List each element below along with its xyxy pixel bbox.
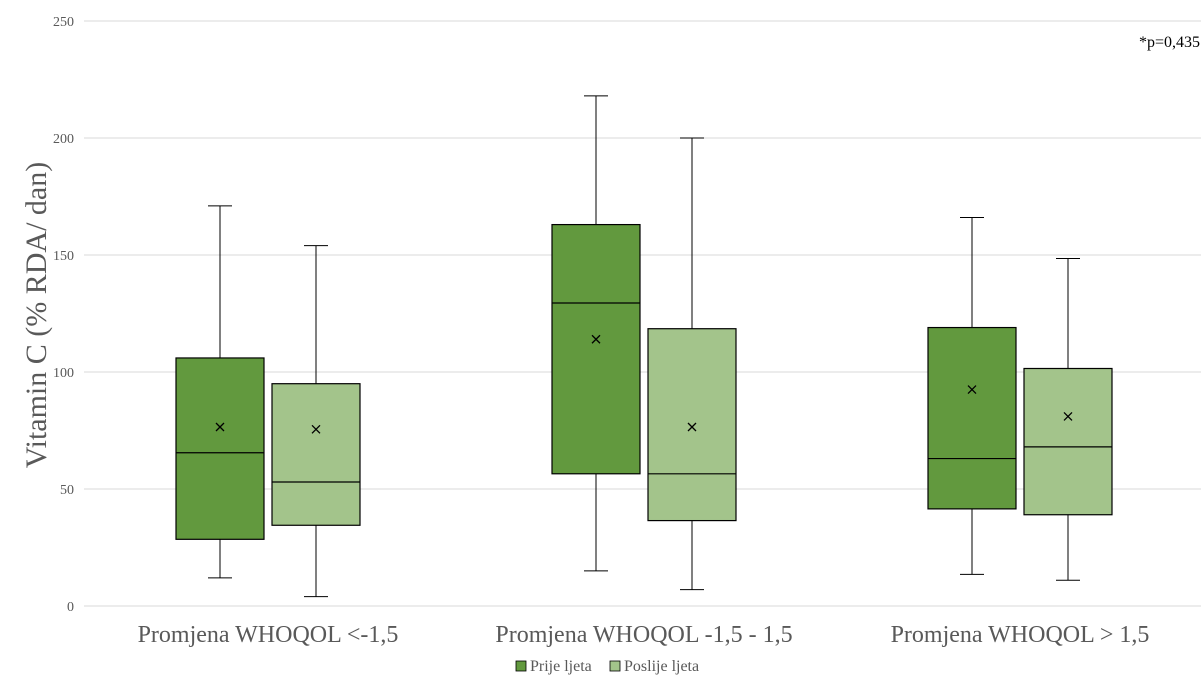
category-label: Promjena WHOQOL > 1,5 — [891, 622, 1150, 648]
legend-label: Poslije ljeta — [624, 658, 699, 675]
y-tick-label: 250 — [53, 15, 74, 30]
box-poslije-3 — [1023, 258, 1113, 581]
mean-marker — [1063, 412, 1073, 421]
y-tick-label: 150 — [53, 249, 74, 264]
legend: Prije ljeta Poslije ljeta — [515, 658, 699, 675]
p-value-annotation: *p=0,435 — [1139, 34, 1200, 51]
mean-marker — [591, 334, 601, 344]
legend-swatch — [609, 660, 621, 672]
box-iqr — [647, 328, 737, 522]
box-poslije-2 — [647, 137, 737, 591]
y-axis-label: Vitamin C (% RDA/ dan) — [20, 162, 53, 469]
mean-marker — [215, 422, 225, 432]
mean-marker — [967, 385, 977, 395]
box-iqr — [1023, 367, 1113, 516]
mean-marker — [687, 422, 697, 432]
y-axis-ticks: 0 50 100 150 200 250 — [53, 15, 74, 615]
box-iqr — [175, 357, 265, 540]
box-prije-3 — [927, 217, 1017, 575]
y-tick-label: 50 — [60, 483, 74, 498]
y-tick-label: 200 — [53, 132, 74, 147]
legend-swatch — [515, 660, 527, 672]
box-iqr — [551, 223, 641, 475]
category-label: Promjena WHOQOL -1,5 - 1,5 — [495, 622, 792, 648]
legend-item-prije: Prije ljeta — [515, 658, 592, 675]
box-prije-1 — [175, 205, 265, 579]
box-plots — [175, 95, 1113, 598]
box-iqr — [271, 383, 361, 526]
box-iqr — [927, 326, 1017, 510]
legend-label: Prije ljeta — [530, 658, 592, 675]
gridlines — [84, 20, 1201, 607]
mean-marker — [311, 424, 321, 434]
box-prije-2 — [551, 95, 641, 572]
category-label: Promjena WHOQOL <-1,5 — [138, 622, 399, 648]
legend-item-poslije: Poslije ljeta — [609, 658, 699, 675]
y-tick-label: 0 — [67, 600, 74, 615]
box-poslije-1 — [271, 245, 361, 598]
category-labels: Promjena WHOQOL <-1,5 Promjena WHOQOL -1,… — [138, 622, 1150, 648]
y-tick-label: 100 — [53, 366, 74, 381]
